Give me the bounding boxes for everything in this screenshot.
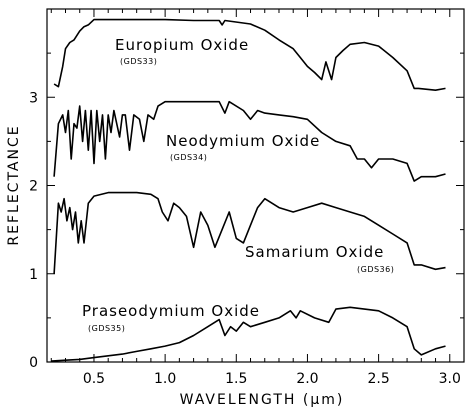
series-label-neodymium: Neodymium Oxide bbox=[166, 132, 320, 150]
series-label-samarium: Samarium Oxide bbox=[245, 243, 384, 261]
x-tick-label: 1.0 bbox=[154, 371, 176, 387]
series-line-neodymium bbox=[53, 100, 446, 182]
y-tick-labels: 0 1 2 3 bbox=[29, 90, 38, 371]
series-code-samarium: (GDS36) bbox=[357, 265, 394, 274]
series-code-neodymium: (GDS34) bbox=[170, 153, 207, 162]
x-tick-label: 0.5 bbox=[83, 371, 105, 387]
series-line-europium bbox=[53, 18, 446, 91]
y-tick-label: 3 bbox=[29, 90, 38, 106]
x-tick-label: 3.0 bbox=[439, 371, 461, 387]
tick-marks bbox=[47, 8, 464, 363]
x-tick-label: 2.0 bbox=[296, 371, 318, 387]
series-code-praseodymium: (GDS35) bbox=[88, 324, 125, 333]
series-lines bbox=[51, 18, 446, 362]
x-tick-label: 1.5 bbox=[225, 371, 247, 387]
series-line-praseodymium bbox=[51, 306, 446, 362]
y-tick-label: 2 bbox=[29, 179, 38, 195]
y-axis-title: REFLECTANCE bbox=[6, 124, 22, 245]
x-tick-labels: 0.5 1.0 1.5 2.0 2.5 3.0 bbox=[83, 371, 461, 387]
x-tick-label: 2.5 bbox=[367, 371, 389, 387]
y-tick-label: 1 bbox=[29, 267, 38, 283]
series-label-europium: Europium Oxide bbox=[115, 36, 249, 54]
series-label-praseodymium: Praseodymium Oxide bbox=[82, 302, 260, 320]
y-tick-label: 0 bbox=[29, 355, 38, 371]
series-line-samarium bbox=[53, 191, 446, 274]
series-code-europium: (GDS33) bbox=[120, 57, 157, 66]
x-axis-title: WAVELENGTH (μm) bbox=[180, 392, 345, 408]
